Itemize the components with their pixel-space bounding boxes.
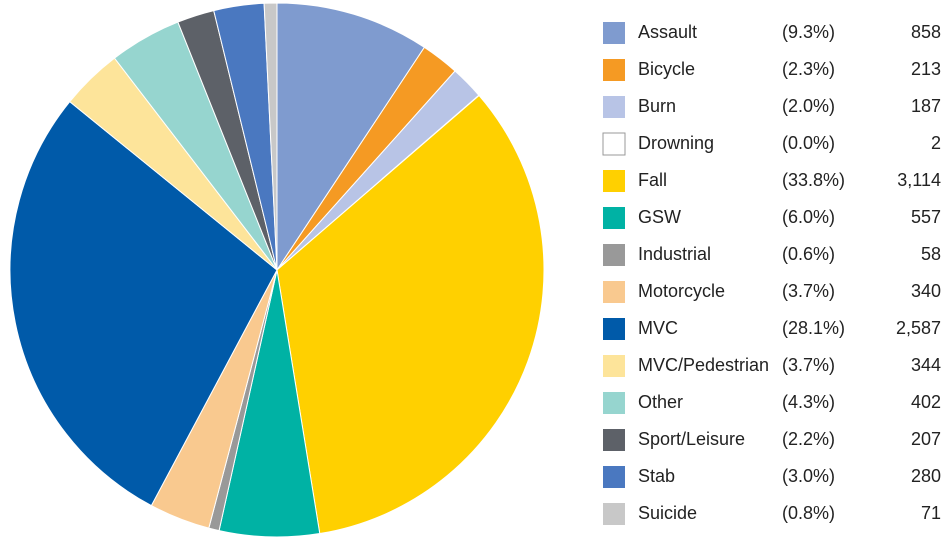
legend-label: Burn [638,96,676,116]
legend-label: Other [638,392,683,412]
legend-label: GSW [638,207,681,227]
legend-percent: (0.6%) [782,244,835,264]
pie-slice [9,100,278,507]
legend-label: Stab [638,466,675,486]
legend-label: Suicide [638,503,697,523]
legend-label: Assault [638,22,697,42]
legend-percent: (4.3%) [782,392,835,412]
legend-percent: (2.3%) [782,59,835,79]
legend-value: 557 [911,207,941,227]
pie-slice [276,2,426,272]
legend-swatch [603,170,625,192]
legend-percent: (0.8%) [782,503,835,523]
legend-swatch [603,22,625,44]
legend-value: 71 [921,503,941,523]
legend-label: Drowning [638,133,714,153]
legend-percent: (33.8%) [782,170,845,190]
legend-swatch [603,355,625,377]
legend-label: MVC/Pedestrian [638,355,769,375]
legend-value: 207 [911,429,941,449]
legend-value: 3,114 [897,170,941,190]
legend-swatch [603,281,625,303]
legend-value: 58 [921,244,941,264]
legend-value: 340 [911,281,941,301]
legend-swatch [603,466,625,488]
legend-value: 2 [931,133,941,153]
legend-value: 344 [911,355,941,375]
legend-swatch [603,59,625,81]
legend-percent: (2.2%) [782,429,835,449]
legend-swatch [603,244,625,266]
legend-percent: (3.0%) [782,466,835,486]
legend-label: Motorcycle [638,281,725,301]
legend-swatch [602,132,626,156]
pie-slice [263,2,278,271]
legend-percent: (9.3%) [782,22,835,42]
legend-percent: (28.1%) [782,318,845,338]
legend-swatch [603,207,625,229]
legend-percent: (3.7%) [782,281,835,301]
legend-value: 2,587 [896,318,941,338]
legend-percent: (2.0%) [782,96,835,116]
legend-value: 858 [911,22,941,42]
legend-label: Industrial [638,244,711,264]
legend-swatch [603,392,625,414]
legend-percent: (0.0%) [782,133,835,153]
legend-label: Fall [638,170,667,190]
legend-value: 213 [911,59,941,79]
legend-value: 402 [911,392,941,412]
legend-percent: (3.7%) [782,355,835,375]
legend-swatch [603,503,625,525]
legend-swatch [603,96,625,118]
legend-value: 280 [911,466,941,486]
legend-swatch [603,429,625,451]
pie-slice [276,94,545,535]
legend-label: Sport/Leisure [638,429,745,449]
legend-percent: (6.0%) [782,207,835,227]
legend-label: MVC [638,318,678,338]
legend-swatch [603,318,625,340]
legend-label: Bicycle [638,59,695,79]
legend-value: 187 [911,96,941,116]
